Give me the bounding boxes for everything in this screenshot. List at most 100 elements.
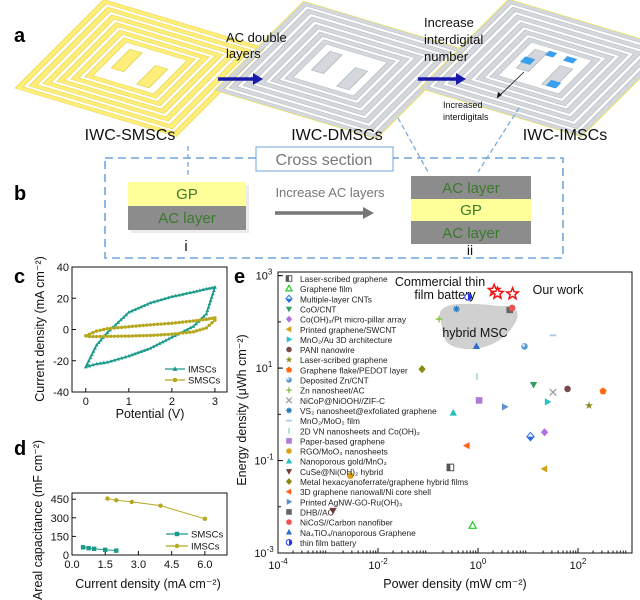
device-spiral-ring [285,40,395,100]
legend-marker-0 [286,275,289,282]
data-point-IMSCs [139,304,144,309]
data-point-IMSCs [136,350,140,355]
data-point-IMSCs [204,286,209,291]
device-label-imscs: IWC-IMSCs [523,127,607,144]
device-spiral-ring [85,38,195,98]
legend-label: MnO₂/Au 3D architecture [300,335,393,345]
data-point-SMSCs [204,317,209,322]
transition-arrow-head-icon [363,207,374,219]
data-point-SMSCs [213,318,217,322]
stack-i-layer-label: AC layer [158,210,216,227]
stack-i-label: i [184,238,187,255]
callout-arrow [496,71,525,99]
data-point-IMSCs [159,297,163,302]
y-tick-label: 10-3 [254,545,274,560]
y-axis-label: Current density (mA cm⁻²) [33,256,47,402]
data-point-IMSCs [91,349,96,353]
arrow1-label-line1: AC double [226,30,287,45]
hybrid-msc-region [439,303,518,350]
data-point-SMSCs [166,332,171,337]
y-tick-label: 103 [256,268,273,283]
legend-marker-7 [286,346,292,353]
data-point-SMSCs [102,334,106,339]
data-point-IMSCs [211,288,216,292]
device-spiral-ring [29,7,251,129]
data-point-SMSCs [159,333,163,337]
data-point-IMSCs [152,299,156,304]
dashed-arrow [477,107,520,173]
legend-marker [172,377,178,383]
data-point-IMSCs [191,324,196,328]
data-point-SMSCs [103,547,108,552]
series-line-IMSCs [107,498,205,520]
data-point-SMSCs [180,320,185,324]
data-point-SMSCs [155,333,160,337]
legend-label: 3D graphene nanowall/Ni core shell [300,487,431,497]
data-point-IMSCs [105,496,110,501]
transition-label: Increase AC layers [275,185,385,200]
data-point-IMSCs [188,325,193,330]
device-2 [213,0,467,140]
x-tick-label: 3 [212,396,218,408]
plot-frame [277,271,633,554]
data-point-SMSCs [127,334,131,338]
data-point-IMSCs [85,361,90,366]
legend-marker-25 [285,528,293,535]
data-point-IMSCs [184,291,189,295]
stack-ii-layer-label: AC layer [442,225,500,242]
data-point-SMSCs [134,334,138,338]
y-tick-label: -40 [53,387,69,399]
stack-ii-layer-label: GP [460,202,482,219]
data-point-IMSCs [202,516,208,521]
data-point-SMSCs [119,334,124,338]
data-point-IMSCs [155,298,160,303]
data-point-SMSCs [130,334,135,338]
legend-label: CoO/CNT [300,304,336,314]
data-point-IMSCs [93,346,97,350]
data-point-SMSCs [173,321,178,325]
y-tick-label: 10-1 [254,453,274,468]
y-tick-label: 0 [63,325,69,337]
legend-marker-24 [286,519,292,525]
y-axis-label: Energy density (μWh cm⁻²) [235,334,249,485]
legend-marker-5 [285,326,292,333]
data-point-SMSCs [114,548,119,553]
stack-i-ac-layer [128,206,246,230]
data-point-IMSCs [187,290,192,295]
data-point-IMSCs [112,358,117,362]
legend-label: Graphene film [300,284,352,294]
data-point-SMSCs [180,331,185,335]
data-point-IMSCs [86,358,91,363]
panel-label-a: a [14,25,26,47]
data-point-IMSCs [126,310,131,314]
annotation-battery: film battery [414,288,476,302]
data-point-SMSCs [173,332,178,336]
data-point-SMSCs [152,333,156,337]
legend-label: VS₂ nanosheet@exfoliated graphene [300,406,437,416]
legend-label: Laser-scribed graphene [300,274,388,284]
device-electrode [136,65,169,89]
data-point-16 [475,397,483,404]
data-point-18 [449,409,457,416]
data-point-IMSCs [142,348,147,352]
data-point-IMSCs [201,314,206,318]
ragone-chart: 10-4 10-2 100 102 10-3 10-1 101 103 Power densit… [235,268,633,591]
x-axis-label: Power density (mW cm⁻²) [383,577,526,591]
device-interdigital [562,56,578,64]
data-point-IMSCs [136,306,140,310]
device-spiral-ring [257,24,423,116]
data-point-SMSCs [201,318,205,322]
data-point-IMSCs [148,300,153,305]
data-point-IMSCs [194,321,198,326]
data-point-IMSCs [145,347,150,351]
data-point-IMSCs [160,339,165,344]
data-point-SMSCs [141,333,145,338]
arrow-head-icon [456,73,466,85]
legend-label: NiCoS//Carbon nanofiber [300,518,393,528]
data-point-SMSCs [210,321,214,325]
y-tick-label: 20 [57,293,69,305]
panel-label-d: d [14,438,26,460]
data-point-IMSCs [87,363,92,368]
data-point-SMSCs [177,320,181,325]
data-point-SMSCs [204,326,209,330]
